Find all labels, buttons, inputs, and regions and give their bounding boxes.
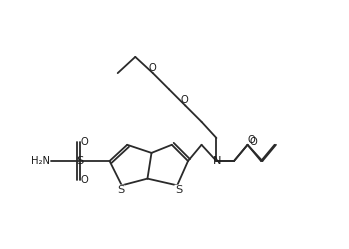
Text: O: O	[81, 175, 89, 185]
Text: O: O	[181, 95, 189, 105]
Text: O: O	[149, 63, 157, 73]
Text: H₂N: H₂N	[31, 156, 50, 166]
Text: O: O	[248, 135, 255, 145]
Text: O: O	[250, 137, 257, 147]
Text: S: S	[175, 185, 182, 195]
Text: S: S	[117, 185, 124, 195]
Text: N: N	[213, 156, 221, 166]
Text: S: S	[76, 156, 83, 166]
Text: O: O	[81, 137, 89, 147]
